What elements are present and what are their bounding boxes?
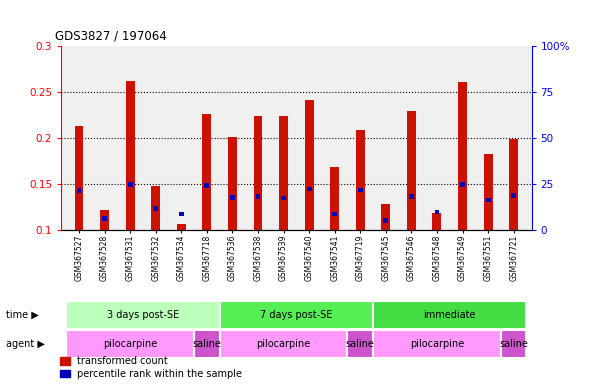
Bar	[100, 210, 109, 230]
Bar	[373, 330, 501, 358]
Bar	[281, 196, 286, 200]
Bar	[205, 183, 210, 187]
Bar	[126, 81, 134, 230]
Text: saline: saline	[499, 339, 528, 349]
Bar	[179, 212, 184, 216]
Bar	[409, 194, 414, 199]
Bar	[202, 114, 211, 230]
Bar	[484, 154, 492, 230]
Bar	[332, 212, 337, 216]
Text: pilocarpine: pilocarpine	[257, 339, 310, 349]
Bar	[76, 189, 81, 193]
Bar	[279, 116, 288, 230]
Text: 7 days post-SE: 7 days post-SE	[260, 310, 332, 320]
Bar	[434, 210, 439, 214]
Bar	[407, 111, 416, 230]
Bar	[305, 101, 313, 230]
Bar	[255, 194, 260, 199]
Text: immediate: immediate	[423, 310, 476, 320]
Bar	[219, 301, 373, 328]
Text: saline: saline	[346, 339, 375, 349]
Bar	[219, 330, 348, 358]
Bar	[128, 182, 133, 187]
Bar	[152, 186, 160, 230]
Bar	[66, 301, 219, 328]
Bar	[348, 330, 373, 358]
Bar	[509, 139, 518, 230]
Bar	[501, 330, 527, 358]
Bar	[102, 216, 107, 221]
Text: saline: saline	[192, 339, 221, 349]
Bar	[381, 204, 390, 230]
Bar	[373, 301, 527, 328]
Bar	[75, 126, 84, 230]
Bar	[230, 195, 235, 200]
Bar	[228, 137, 237, 230]
Bar	[177, 224, 186, 230]
Bar	[486, 198, 491, 202]
Text: pilocarpine: pilocarpine	[410, 339, 464, 349]
Text: GDS3827 / 197064: GDS3827 / 197064	[55, 29, 167, 42]
Bar	[307, 187, 312, 191]
Text: pilocarpine: pilocarpine	[103, 339, 157, 349]
Text: agent ▶: agent ▶	[6, 339, 45, 349]
Bar	[66, 330, 194, 358]
Bar	[254, 116, 263, 230]
Text: 3 days post-SE: 3 days post-SE	[107, 310, 179, 320]
Bar	[383, 218, 388, 223]
Bar	[330, 167, 339, 230]
Bar	[511, 193, 516, 198]
Bar	[433, 213, 441, 230]
Bar	[194, 330, 219, 358]
Text: time ▶: time ▶	[6, 310, 39, 320]
Bar	[356, 130, 365, 230]
Bar	[458, 82, 467, 230]
Legend: transformed count, percentile rank within the sample: transformed count, percentile rank withi…	[60, 356, 243, 379]
Bar	[358, 187, 363, 192]
Bar	[153, 206, 158, 210]
Bar	[460, 182, 465, 187]
